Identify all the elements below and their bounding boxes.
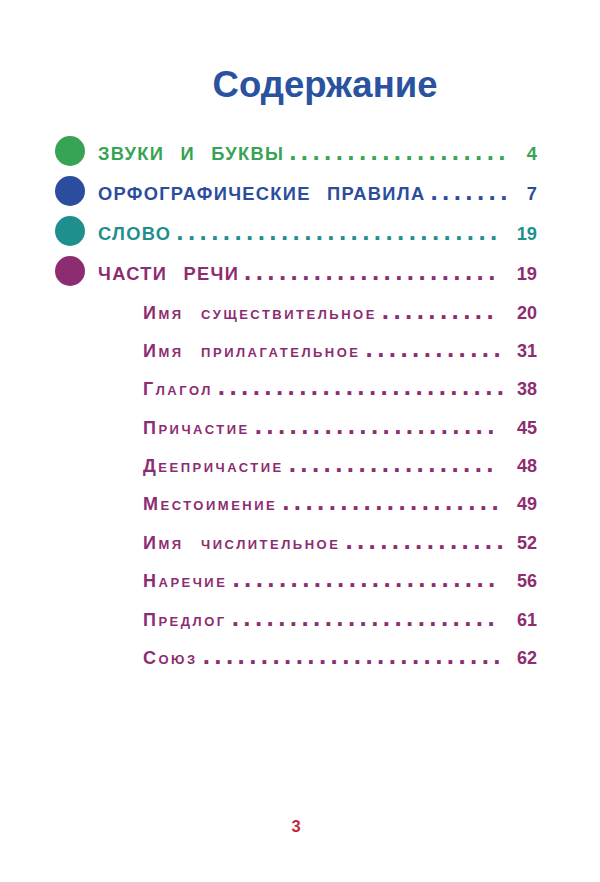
toc-entry: Причастие.....................45 bbox=[98, 406, 537, 444]
entry-page-number: 52 bbox=[517, 524, 537, 562]
bullet-circle-icon bbox=[55, 136, 85, 166]
entry-label: Наречие bbox=[143, 562, 227, 600]
bullet-circle-icon bbox=[55, 176, 85, 206]
toc-entry: Местоимение...................49 bbox=[98, 482, 537, 520]
entry-label: Предлог bbox=[143, 601, 227, 639]
toc-entry: Имя числительное..............52 bbox=[98, 521, 537, 559]
dot-leader: .................. bbox=[284, 444, 509, 482]
dot-leader: ......................... bbox=[213, 367, 509, 405]
page-title: Содержание bbox=[0, 67, 600, 104]
entry-label: Глагол bbox=[143, 370, 213, 408]
toc-entry: Наречие.......................56 bbox=[98, 559, 537, 597]
dot-leader: .......................... bbox=[198, 636, 509, 674]
entry-page-number: 4 bbox=[527, 134, 537, 174]
entry-label: Имя существительное bbox=[143, 294, 377, 332]
toc-entry: ЗВУКИ И БУКВЫ...................4 bbox=[98, 131, 537, 171]
entry-page-number: 56 bbox=[517, 562, 537, 600]
dot-leader: ....................... bbox=[227, 559, 509, 597]
entry-label: ОРФОГРАФИЧЕСКИЕ ПРАВИЛА bbox=[98, 174, 425, 214]
entry-page-number: 48 bbox=[517, 447, 537, 485]
entry-page-number: 62 bbox=[517, 639, 537, 677]
entry-label: ЧАСТИ РЕЧИ bbox=[98, 254, 239, 294]
entry-page-number: 20 bbox=[517, 294, 537, 332]
toc-entry: Имя прилагательное............31 bbox=[98, 329, 537, 367]
entry-label: Причастие bbox=[143, 409, 250, 447]
toc-entry: Глагол.........................38 bbox=[98, 367, 537, 405]
entry-page-number: 45 bbox=[517, 409, 537, 447]
toc-entry: ОРФОГРАФИЧЕСКИЕ ПРАВИЛА.......7 bbox=[98, 171, 537, 211]
dot-leader: ................... bbox=[284, 131, 519, 171]
toc-entry: Союз..........................62 bbox=[98, 636, 537, 674]
bullet-circle-icon bbox=[55, 256, 85, 286]
entry-label: Союз bbox=[143, 639, 198, 677]
entry-label: Имя числительное bbox=[143, 524, 340, 562]
entry-label: Имя прилагательное bbox=[143, 332, 361, 370]
toc-entry: Предлог.......................61 bbox=[98, 598, 537, 636]
dot-leader: ................... bbox=[277, 482, 509, 520]
dot-leader: .......... bbox=[377, 291, 509, 329]
bullet-circle-icon bbox=[55, 216, 85, 246]
dot-leader: ............ bbox=[361, 329, 509, 367]
dot-leader: ....................... bbox=[227, 598, 509, 636]
entry-page-number: 61 bbox=[517, 601, 537, 639]
entry-page-number: 31 bbox=[517, 332, 537, 370]
page-number: 3 bbox=[0, 817, 600, 836]
entry-label: Деепричастие bbox=[143, 447, 284, 485]
entry-page-number: 19 bbox=[517, 214, 537, 254]
toc-entry: ЧАСТИ РЕЧИ......................19 bbox=[98, 251, 537, 291]
dot-leader: ..................... bbox=[250, 406, 509, 444]
toc-entry: Имя существительное..........20 bbox=[98, 291, 537, 329]
entry-page-number: 19 bbox=[517, 254, 537, 294]
toc-entry: СЛОВО............................19 bbox=[98, 211, 537, 251]
toc-entry: Деепричастие..................48 bbox=[98, 444, 537, 482]
entry-label: ЗВУКИ И БУКВЫ bbox=[98, 134, 284, 174]
entry-page-number: 7 bbox=[527, 174, 537, 214]
entry-label: СЛОВО bbox=[98, 214, 171, 254]
dot-leader: ............................ bbox=[171, 211, 508, 251]
toc-list: ЗВУКИ И БУКВЫ...................4ОРФОГРА… bbox=[98, 131, 537, 675]
entry-label: Местоимение bbox=[143, 485, 277, 523]
dot-leader: ...................... bbox=[239, 251, 509, 291]
dot-leader: .............. bbox=[340, 521, 509, 559]
entry-page-number: 38 bbox=[517, 370, 537, 408]
dot-leader: ....... bbox=[425, 171, 518, 211]
entry-page-number: 49 bbox=[517, 485, 537, 523]
